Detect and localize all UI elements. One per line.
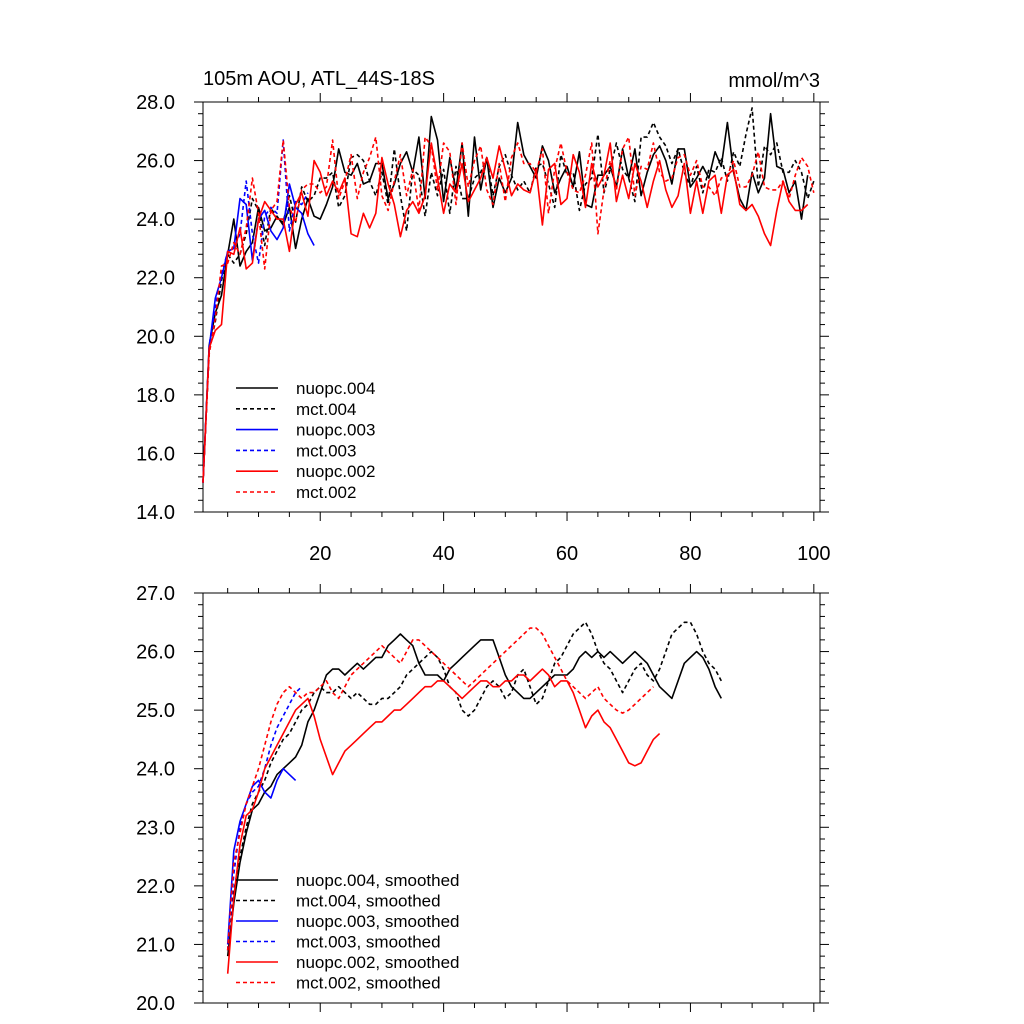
y-tick-label: 20.0 — [136, 326, 175, 348]
y-tick-label: 21.0 — [136, 934, 175, 956]
legend-label: nuopc.004, smoothed — [296, 871, 460, 890]
series-line-mct-003-smoothed — [226, 686, 303, 951]
series-line-nuopc-004-smoothed — [226, 633, 723, 957]
series-line-nuopc-004 — [202, 112, 809, 483]
series-line-nuopc-002 — [202, 142, 809, 483]
x-tick-label: 100 — [797, 543, 830, 565]
x-tick-label: 40 — [433, 543, 455, 565]
y-tick-label: 22.0 — [136, 268, 175, 290]
y-tick-label: 18.0 — [136, 385, 175, 407]
legend-label: mct.002, smoothed — [296, 974, 441, 993]
plot-frame — [202, 592, 821, 1004]
legend-label: mct.002 — [296, 483, 356, 502]
plot-frame — [202, 101, 821, 513]
chart-title: 105m AOU, ATL_44S-18S — [203, 68, 435, 90]
y-tick-label: 28.0 — [136, 92, 175, 114]
y-tick-label: 24.0 — [136, 759, 175, 781]
legend-label: mct.004 — [296, 400, 356, 419]
legend-label: nuopc.003 — [296, 421, 375, 440]
legend-label: mct.004, smoothed — [296, 892, 441, 911]
series-line-mct-002 — [202, 136, 815, 483]
legend-label: nuopc.002 — [296, 462, 375, 481]
y-tick-label: 22.0 — [136, 876, 175, 898]
y-tick-label: 26.0 — [136, 151, 175, 173]
legend-label: nuopc.003, smoothed — [296, 912, 460, 931]
chart-panel-1: 14.0 16.0 18.0 20.0 22.0 24.0 26.0 28.0 20 40 60 80… — [136, 92, 830, 565]
y-tick-label: 27.0 — [136, 583, 175, 605]
y-tick-label: 16.0 — [136, 443, 175, 465]
series-line-mct-004-smoothed — [226, 621, 723, 951]
series-line-mct-004 — [202, 107, 815, 483]
y-tick-label: 23.0 — [136, 817, 175, 839]
legend-label: mct.003 — [296, 441, 356, 460]
units-label: mmol/m^3 — [728, 70, 820, 92]
legend-label: mct.003, smoothed — [296, 933, 441, 952]
y-tick-label: 26.0 — [136, 642, 175, 664]
x-tick-label: 60 — [556, 543, 578, 565]
y-tick-label: 25.0 — [136, 700, 175, 722]
x-tick-label: 80 — [679, 543, 701, 565]
legend-label: nuopc.002, smoothed — [296, 953, 460, 972]
legend-label: nuopc.004 — [296, 379, 375, 398]
y-tick-label: 24.0 — [136, 209, 175, 231]
series-line-nuopc-003-smoothed — [226, 767, 297, 945]
chart-panel-2: 20.0 21.0 22.0 23.0 24.0 25.0 26.0 27.0 nuopc.00… — [136, 583, 829, 1015]
series-line-nuopc-002-smoothed — [226, 668, 661, 974]
y-tick-label: 20.0 — [136, 993, 175, 1015]
x-tick-label: 20 — [309, 543, 331, 565]
y-tick-label: 14.0 — [136, 502, 175, 524]
